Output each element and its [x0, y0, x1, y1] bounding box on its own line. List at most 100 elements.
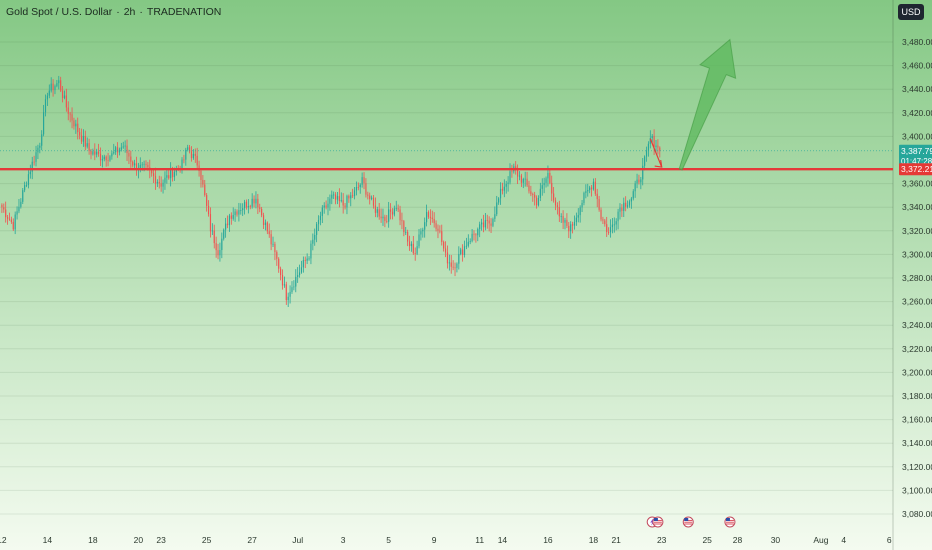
- candle-body: [8, 218, 11, 220]
- candle-body: [532, 194, 534, 195]
- candle-body: [570, 224, 572, 232]
- price-tick-label: 3,120.00: [902, 462, 932, 472]
- grid-lines: [0, 0, 894, 550]
- candle-body: [655, 145, 657, 148]
- candle-body: [33, 161, 35, 163]
- time-tick-label: 11: [475, 535, 484, 545]
- candle-body: [602, 219, 604, 221]
- candle-body: [480, 222, 483, 225]
- candle-body: [518, 175, 521, 177]
- candle-body: [429, 216, 431, 218]
- candle-body: [553, 193, 555, 201]
- support-price-value: 3,372.21: [901, 164, 932, 174]
- candle-body: [410, 243, 413, 247]
- candle-body: [217, 250, 219, 256]
- candle-body: [503, 186, 505, 191]
- candle-body: [357, 187, 359, 188]
- candle-body: [331, 194, 333, 199]
- candle-body: [486, 220, 488, 221]
- candle-body: [596, 193, 598, 200]
- candle-body: [52, 83, 54, 91]
- candle-body: [473, 233, 475, 235]
- price-axis[interactable]: 3,480.00 3,460.00 3,440.00 3,420.00 3,400.00…: [899, 37, 932, 519]
- candle-body: [316, 224, 318, 235]
- candle-body: [134, 163, 136, 166]
- candle-body: [18, 206, 20, 212]
- candle-body: [107, 160, 109, 162]
- candle-body: [439, 230, 441, 232]
- drawings: [0, 38, 893, 171]
- candle-body: [88, 143, 90, 151]
- candle-body: [395, 208, 397, 209]
- candle-body: [342, 200, 344, 206]
- candle-body: [25, 184, 28, 186]
- time-axis[interactable]: 12 14 18 20 23 25 27 Jul 3 5 9 11 14 16 18 21 23 25 28 30 Au…: [0, 535, 892, 545]
- currency-button[interactable]: USD: [898, 4, 924, 20]
- candle-body: [399, 209, 401, 221]
- candle-body: [619, 207, 621, 212]
- candle-body: [334, 194, 337, 200]
- candle-body: [564, 219, 566, 223]
- current-price-label: [899, 144, 932, 167]
- candle-body: [511, 171, 513, 173]
- candle-body: [264, 222, 267, 226]
- candle-body: [192, 153, 194, 159]
- candle-body: [613, 224, 615, 226]
- candle-body: [522, 179, 524, 183]
- candle-body: [230, 215, 232, 219]
- candle-body: [346, 195, 348, 208]
- candle-body: [594, 181, 596, 194]
- candle-body: [397, 208, 399, 210]
- candle-body: [545, 178, 547, 183]
- candle-body: [465, 245, 467, 247]
- candle-body: [293, 286, 295, 288]
- candle-body: [143, 163, 145, 165]
- candle-body: [46, 95, 48, 100]
- candle-body: [173, 171, 176, 178]
- candle-body: [422, 229, 424, 232]
- candle-body: [496, 202, 498, 215]
- candle-body: [215, 243, 217, 251]
- candle-body: [579, 207, 581, 216]
- price-tick-label: 3,420.00: [902, 108, 932, 118]
- candle-body: [226, 223, 229, 226]
- candle-body: [507, 182, 509, 184]
- candle-body: [317, 220, 320, 225]
- title-separator: ·: [139, 6, 143, 18]
- candle-body: [56, 83, 58, 87]
- price-tick-label: 3,320.00: [902, 226, 932, 236]
- candle-body: [355, 187, 358, 191]
- price-tick-label: 3,260.00: [902, 297, 932, 307]
- candle-body: [128, 153, 130, 157]
- candle-body: [130, 156, 132, 162]
- time-tick-label: 18: [88, 535, 98, 545]
- candle-body: [551, 182, 553, 194]
- candle-body: [517, 169, 519, 177]
- candle-body: [592, 181, 595, 190]
- candle-body: [638, 179, 640, 183]
- bearish-arrow-shaft: [649, 138, 663, 168]
- candle-body: [247, 206, 249, 208]
- candle-body: [96, 151, 98, 155]
- candle-body: [348, 195, 350, 199]
- candle-body: [103, 156, 105, 160]
- candle-body: [141, 164, 143, 166]
- candle-body: [431, 217, 433, 219]
- candle-body: [350, 195, 352, 199]
- candle-body: [467, 241, 469, 246]
- candle-body: [543, 182, 545, 186]
- candle-body: [37, 147, 39, 153]
- candle-body: [444, 248, 447, 253]
- candle-body: [590, 187, 593, 190]
- candle-body: [69, 113, 71, 115]
- candle-body: [615, 221, 617, 225]
- candle-body: [488, 220, 490, 224]
- candle-body: [63, 95, 66, 99]
- candle-body: [382, 216, 384, 219]
- countdown-value: 01:47:28: [901, 157, 932, 166]
- candle-body: [376, 209, 378, 213]
- time-tick-label: 16: [543, 535, 553, 545]
- candle-body: [194, 153, 196, 156]
